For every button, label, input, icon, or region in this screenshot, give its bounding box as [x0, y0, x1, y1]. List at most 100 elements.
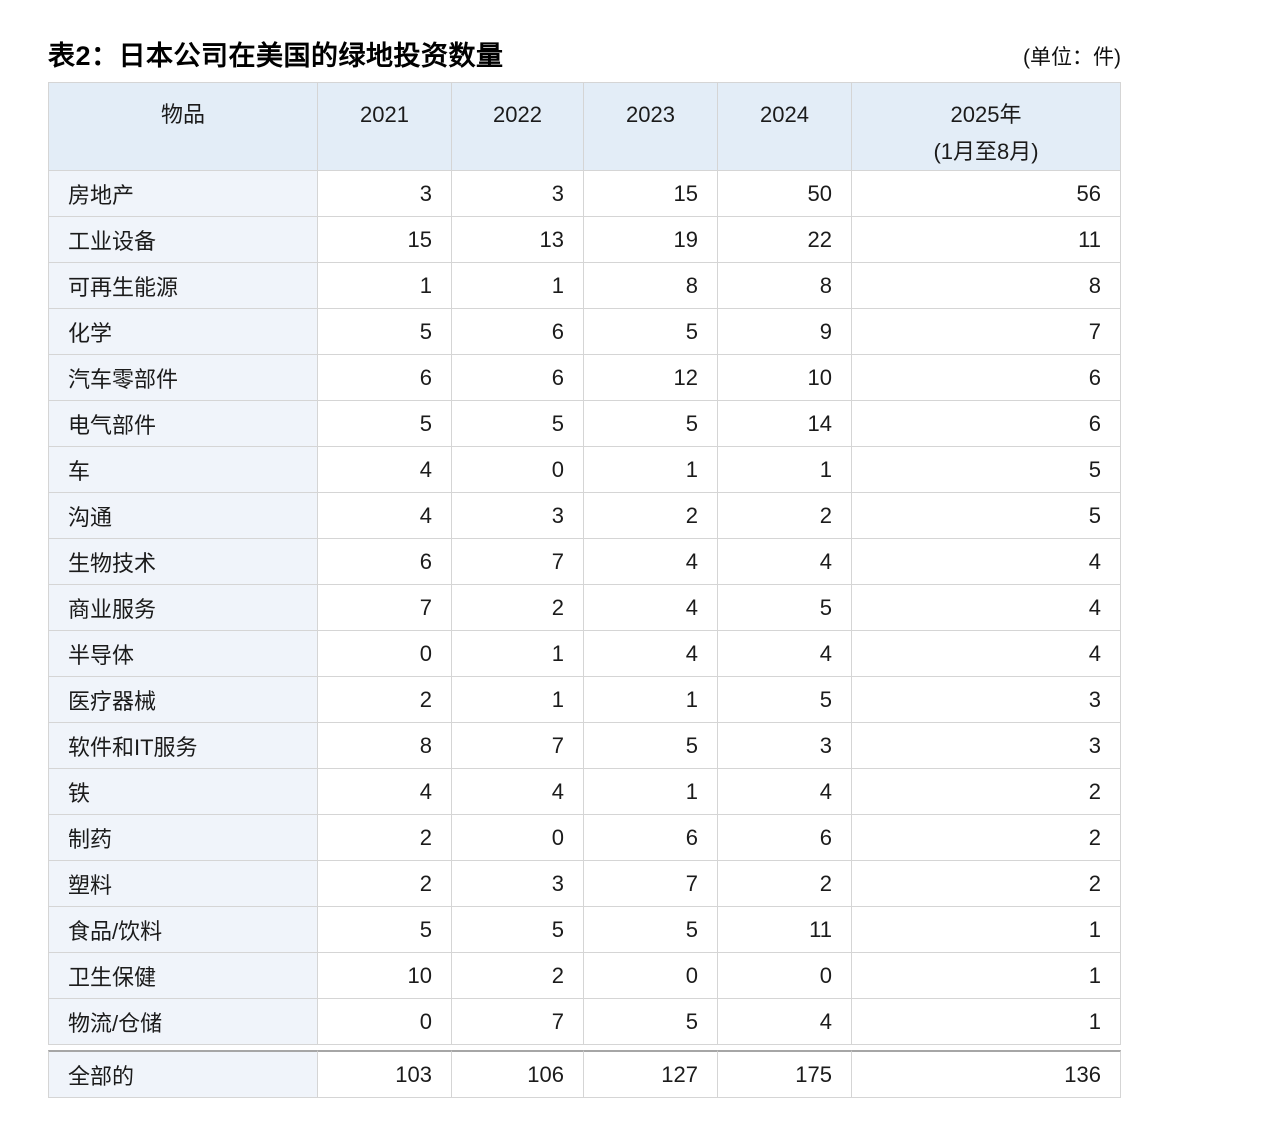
table-header: 物品 2021 2022 2023 2024 2025年 (1月至8月) — [48, 82, 1121, 171]
row-value: 3 — [852, 723, 1121, 769]
row-label: 可再生能源 — [48, 263, 318, 309]
row-label: 沟通 — [48, 493, 318, 539]
row-value: 14 — [718, 401, 852, 447]
table-row: 可再生能源 1 1 8 8 8 — [48, 263, 1121, 309]
row-value: 3 — [452, 493, 584, 539]
row-value: 2 — [452, 585, 584, 631]
row-label: 车 — [48, 447, 318, 493]
table-row: 软件和IT服务 8 7 5 3 3 — [48, 723, 1121, 769]
row-value: 0 — [718, 953, 852, 999]
row-label: 制药 — [48, 815, 318, 861]
row-value: 6 — [852, 355, 1121, 401]
row-value: 5 — [852, 493, 1121, 539]
row-value: 4 — [852, 631, 1121, 677]
row-value: 7 — [852, 309, 1121, 355]
row-value: 5 — [318, 309, 452, 355]
table-row: 食品/饮料 5 5 5 11 1 — [48, 907, 1121, 953]
row-value: 7 — [584, 861, 718, 907]
col-header-2025-line2: (1月至8月) — [933, 139, 1039, 164]
row-value: 5 — [318, 401, 452, 447]
row-label: 化学 — [48, 309, 318, 355]
row-value: 1 — [852, 999, 1121, 1045]
row-value: 4 — [584, 585, 718, 631]
row-label: 汽车零部件 — [48, 355, 318, 401]
row-value: 1 — [452, 631, 584, 677]
row-value: 2 — [852, 861, 1121, 907]
row-value: 8 — [318, 723, 452, 769]
unit-label: (单位：件) — [1023, 46, 1121, 69]
total-value: 127 — [584, 1050, 718, 1098]
table-row: 沟通 4 3 2 2 5 — [48, 493, 1121, 539]
col-header-2023: 2023 — [584, 82, 718, 171]
col-header-2022: 2022 — [452, 82, 584, 171]
row-value: 2 — [318, 815, 452, 861]
row-label: 物流/仓储 — [48, 999, 318, 1045]
row-label: 半导体 — [48, 631, 318, 677]
col-header-2025-line1: 2025年 — [950, 102, 1022, 127]
row-value: 8 — [852, 263, 1121, 309]
col-header-item: 物品 — [48, 82, 318, 171]
table-row: 铁 4 4 1 4 2 — [48, 769, 1121, 815]
row-value: 5 — [584, 401, 718, 447]
row-value: 1 — [452, 263, 584, 309]
row-value: 6 — [318, 539, 452, 585]
row-label: 房地产 — [48, 171, 318, 217]
row-value: 7 — [452, 723, 584, 769]
row-value: 10 — [718, 355, 852, 401]
table-row: 商业服务 7 2 4 5 4 — [48, 585, 1121, 631]
row-value: 7 — [452, 539, 584, 585]
table-row: 汽车零部件 6 6 12 10 6 — [48, 355, 1121, 401]
row-label: 软件和IT服务 — [48, 723, 318, 769]
total-value: 103 — [318, 1050, 452, 1098]
row-value: 3 — [852, 677, 1121, 723]
table-row: 制药 2 0 6 6 2 — [48, 815, 1121, 861]
row-value: 3 — [452, 861, 584, 907]
row-value: 5 — [584, 999, 718, 1045]
col-header-2021: 2021 — [318, 82, 452, 171]
row-value: 4 — [718, 769, 852, 815]
row-value: 5 — [318, 907, 452, 953]
table-row: 医疗器械 2 1 1 5 3 — [48, 677, 1121, 723]
row-value: 11 — [852, 217, 1121, 263]
row-value: 4 — [718, 631, 852, 677]
total-separator-gap — [48, 1045, 1121, 1050]
row-value: 12 — [584, 355, 718, 401]
row-value: 5 — [584, 309, 718, 355]
row-value: 19 — [584, 217, 718, 263]
row-value: 6 — [452, 355, 584, 401]
row-value: 5 — [852, 447, 1121, 493]
row-value: 1 — [852, 953, 1121, 999]
table-title: 表2：日本公司在美国的绿地投资数量 — [48, 41, 504, 71]
row-value: 4 — [852, 585, 1121, 631]
row-value: 5 — [584, 723, 718, 769]
row-value: 2 — [718, 861, 852, 907]
row-value: 6 — [584, 815, 718, 861]
row-value: 5 — [584, 907, 718, 953]
row-value: 4 — [584, 631, 718, 677]
table-row: 生物技术 6 7 4 4 4 — [48, 539, 1121, 585]
table-row: 物流/仓储 0 7 5 4 1 — [48, 999, 1121, 1045]
table-body: 房地产 3 3 15 50 56 工业设备 15 13 19 22 11 可再生… — [48, 171, 1121, 1045]
row-value: 6 — [718, 815, 852, 861]
row-label: 电气部件 — [48, 401, 318, 447]
row-value: 10 — [318, 953, 452, 999]
row-value: 6 — [318, 355, 452, 401]
table-row: 车 4 0 1 1 5 — [48, 447, 1121, 493]
row-value: 5 — [452, 401, 584, 447]
row-value: 2 — [318, 677, 452, 723]
row-value: 8 — [584, 263, 718, 309]
row-value: 4 — [318, 769, 452, 815]
total-value: 106 — [452, 1050, 584, 1098]
col-header-2025: 2025年 (1月至8月) — [852, 82, 1121, 171]
row-value: 1 — [852, 907, 1121, 953]
row-value: 6 — [852, 401, 1121, 447]
row-value: 4 — [852, 539, 1121, 585]
row-value: 56 — [852, 171, 1121, 217]
row-value: 2 — [852, 815, 1121, 861]
row-value: 0 — [584, 953, 718, 999]
row-value: 1 — [718, 447, 852, 493]
row-value: 3 — [718, 723, 852, 769]
row-value: 0 — [318, 631, 452, 677]
total-value: 175 — [718, 1050, 852, 1098]
row-value: 15 — [318, 217, 452, 263]
